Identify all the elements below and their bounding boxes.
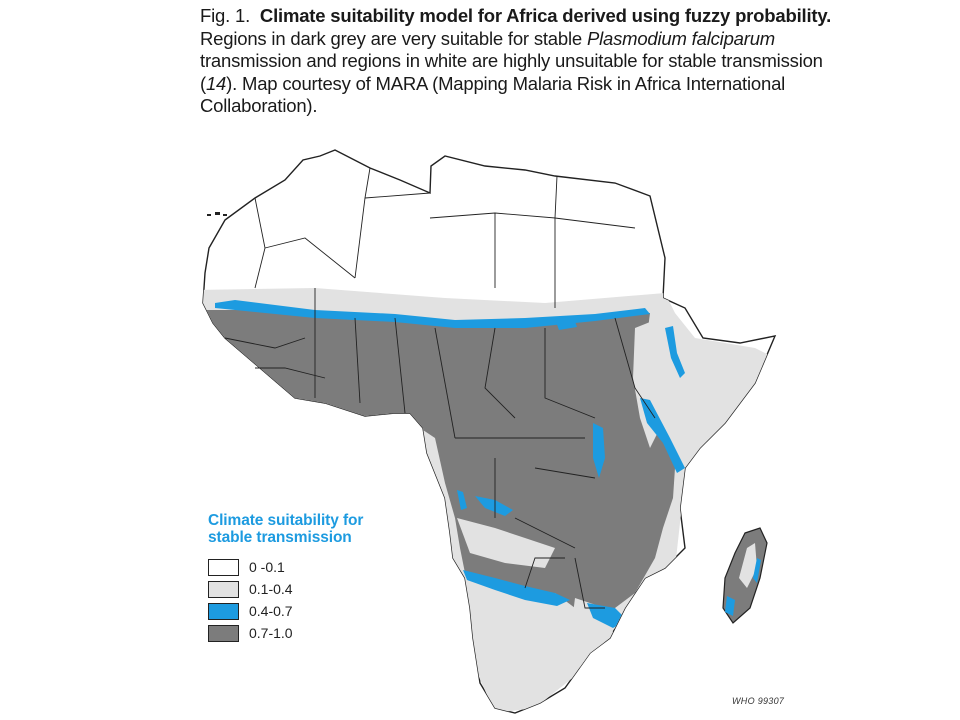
figure-label: Fig. 1. (200, 5, 251, 26)
legend-label: 0.1-0.4 (249, 581, 293, 597)
caption-text-3: ). Map courtesy of MARA (Mapping Malaria… (200, 72, 786, 117)
africa-map-svg (202, 149, 777, 714)
low-suitability-southwest (457, 518, 555, 568)
madagascar-medium (725, 596, 735, 616)
legend-label: 0 -0.1 (249, 559, 285, 575)
africa-map (195, 138, 795, 718)
legend-item: 0.7-1.0 (208, 622, 388, 644)
figure-title: Climate suitability model for Africa der… (259, 5, 832, 26)
figure-caption: Fig. 1. Climate suitability model for Af… (200, 5, 840, 118)
legend-swatch-light-grey (208, 580, 239, 598)
caption-text-2: transmission and regions in white are hi… (200, 50, 823, 94)
madagascar-medium-east (753, 558, 761, 583)
southeast-medium-blob (587, 603, 627, 628)
legend-title: Climate suitability for stable transmiss… (208, 512, 364, 546)
legend-swatch-dark-grey (208, 624, 239, 642)
caption-text-1: Regions in dark grey are very suitable f… (200, 27, 582, 49)
east-medium-north (665, 326, 685, 378)
legend-swatch-blue (208, 602, 239, 620)
caption-species: Plasmodium falciparum (586, 27, 776, 49)
canary-islands (207, 212, 227, 216)
legend-label: 0.7-1.0 (249, 625, 293, 641)
legend-label: 0.4-0.7 (249, 603, 293, 619)
lake-region-medium (593, 423, 605, 478)
sahel-medium-blob (555, 316, 577, 330)
south-medium-band (463, 570, 570, 606)
map-legend: Climate suitability for stable transmiss… (208, 512, 388, 644)
east-medium-strip (640, 398, 685, 473)
madagascar-low (739, 543, 757, 588)
legend-swatch-white (208, 558, 239, 576)
sahel-medium-band (215, 300, 650, 328)
legend-item: 0.1-0.4 (208, 578, 388, 600)
legend-item: 0 -0.1 (208, 556, 388, 578)
map-credit: WHO 99307 (732, 696, 785, 706)
country-borders (224, 167, 656, 609)
west-coast-medium (457, 490, 467, 510)
caption-reference: 14 (205, 72, 227, 94)
angola-medium (475, 496, 513, 516)
legend-item: 0.4-0.7 (208, 600, 388, 622)
